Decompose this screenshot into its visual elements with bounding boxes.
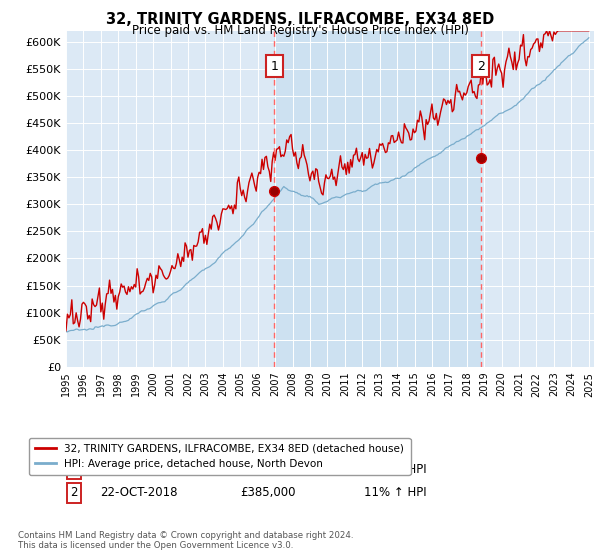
Text: 15-DEC-2006: 15-DEC-2006 [100,463,178,476]
Text: £385,000: £385,000 [240,486,296,500]
Text: £325,000: £325,000 [240,463,296,476]
Text: 22-OCT-2018: 22-OCT-2018 [100,486,178,500]
Text: 22% ↑ HPI: 22% ↑ HPI [364,463,427,476]
Text: 32, TRINITY GARDENS, ILFRACOMBE, EX34 8ED: 32, TRINITY GARDENS, ILFRACOMBE, EX34 8E… [106,12,494,27]
Text: Price paid vs. HM Land Registry's House Price Index (HPI): Price paid vs. HM Land Registry's House … [131,24,469,36]
Text: 1: 1 [70,463,77,476]
Bar [274,31,481,367]
Text: 11% ↑ HPI: 11% ↑ HPI [364,486,427,500]
Text: Contains HM Land Registry data © Crown copyright and database right 2024.
This d: Contains HM Land Registry data © Crown c… [18,530,353,550]
Text: 2: 2 [477,59,485,73]
Text: 1: 1 [271,59,278,73]
Legend: 32, TRINITY GARDENS, ILFRACOMBE, EX34 8ED (detached house), HPI: Average price, : 32, TRINITY GARDENS, ILFRACOMBE, EX34 8E… [29,437,410,475]
Text: 2: 2 [70,486,77,500]
